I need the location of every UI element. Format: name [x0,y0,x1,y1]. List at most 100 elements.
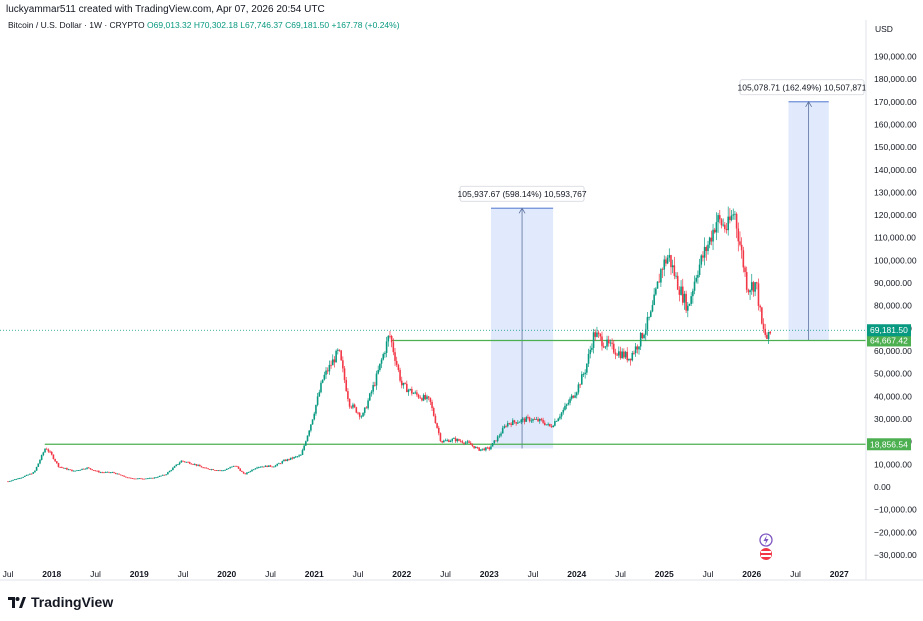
candle-body [249,471,252,473]
candle-body [237,466,240,469]
candle-body [10,480,13,482]
candle-body [77,470,80,471]
high-value: 70,302.18 [200,20,238,30]
candle-body [343,368,346,381]
candle-body [618,351,620,356]
candle-body [210,469,213,471]
candle-body [30,473,33,475]
measurement-label-box [739,79,865,96]
candle-body [193,464,196,465]
candle-body [224,469,226,471]
candle-body [717,215,719,223]
candle-body [390,335,393,343]
y-tick-label: 60,000.00 [874,346,912,356]
candle-body [148,477,151,479]
candle-body [448,440,450,442]
candle-body [666,257,669,264]
candle-body [116,473,119,475]
candle-body [62,467,65,469]
candle-body [347,391,349,399]
candle-body [61,467,63,468]
candle-body [437,427,440,434]
icon-layer [759,533,773,560]
candle-body [156,476,159,478]
candle-body [453,438,455,439]
candle-body [602,346,605,348]
candle-body [591,347,593,350]
candle-body [443,440,445,443]
y-tick-label: 0.00 [874,482,891,492]
candle-body [537,418,539,422]
candle-body [488,447,491,450]
candle-body [288,459,290,460]
x-tick-label: 2022 [392,569,411,579]
candle-body [597,332,600,335]
candle-body [481,448,484,450]
candle-body [742,250,745,268]
candle-body [29,473,31,475]
candle-body [37,463,40,467]
candle-body [301,450,304,455]
candle-body [621,351,623,359]
candle-body [163,474,166,476]
tradingview-logo-icon [8,597,26,608]
candle-body [212,469,215,471]
candle-body [718,215,721,220]
candle-body [399,369,401,381]
candle-body [131,478,134,480]
candle-body [766,334,768,339]
candle-body [257,466,260,468]
x-tick-label: Jul [3,569,14,579]
candle-body [628,358,630,361]
candle-body [582,374,585,375]
tradingview-branding[interactable]: TradingView [8,594,113,610]
candle-body [175,464,178,467]
candle-body [469,442,472,445]
candle-body [215,470,218,471]
candle-body [313,413,316,420]
candle-body [436,423,438,428]
y-tick-label: 170,000.00 [874,97,917,107]
symbol-title: Bitcoin / U.S. Dollar · 1W · CRYPTO [8,20,145,30]
candle-body [579,384,581,386]
x-tick-label: 2026 [742,569,761,579]
candle-body [599,334,602,337]
x-tick-label: 2027 [830,569,849,579]
candle-body [501,428,504,434]
candle-body [700,255,703,265]
candle-body [340,350,342,361]
candle-body [456,439,459,442]
candle-body [762,323,765,329]
candle-body [199,464,201,467]
candle-body [710,237,713,242]
y-tick-label: −30,000.00 [874,550,917,560]
candle-body [315,404,317,414]
candle-body [476,447,479,448]
candle-body [59,466,61,468]
candle-body [675,275,677,277]
candle-body [96,470,98,472]
candle-body [177,464,179,466]
us-flag-icon[interactable] [760,548,772,560]
candle-body [220,470,223,472]
candle-body [564,405,566,410]
candle-body [559,416,561,419]
candle-body [402,382,405,386]
last-price-tag [867,324,911,337]
candle-body [374,385,376,386]
x-tick-label: Jul [528,569,539,579]
measurement-label: 105,937.67 (598.14%) 10,593,767 [458,189,587,199]
candle-body [619,351,622,359]
x-tick-label: 2023 [480,569,499,579]
candle-body [570,395,573,399]
candle-body [261,466,263,468]
x-tick-label: Jul [265,569,276,579]
candle-body [316,396,319,405]
candle-body [239,468,242,471]
candle-body [525,417,528,422]
candle-body [222,470,225,472]
candle-body [586,363,588,373]
y-tick-label: 140,000.00 [874,165,917,175]
candle-body [335,350,337,363]
